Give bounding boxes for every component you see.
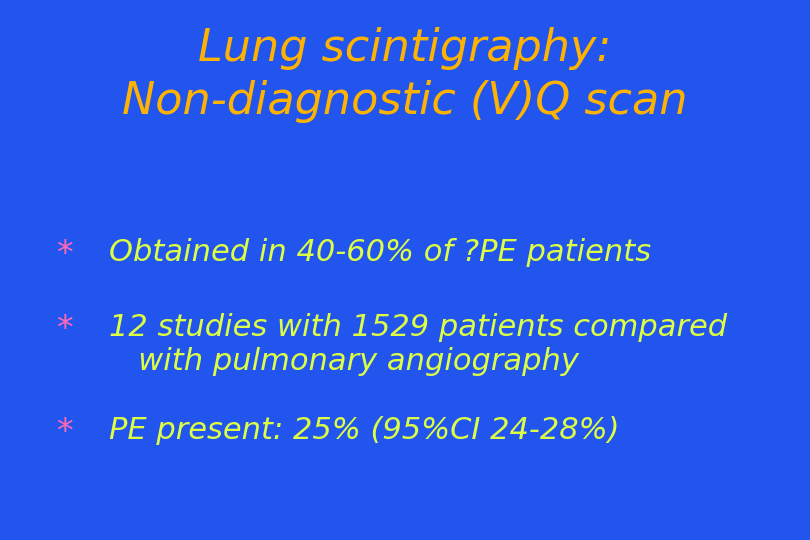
Text: PE present: 25% (95%CI 24-28%): PE present: 25% (95%CI 24-28%) xyxy=(109,416,620,445)
Text: Lung scintigraphy:
Non-diagnostic (V)Q scan: Lung scintigraphy: Non-diagnostic (V)Q s… xyxy=(122,27,688,123)
Text: *: * xyxy=(57,416,74,449)
Text: Obtained in 40-60% of ?PE patients: Obtained in 40-60% of ?PE patients xyxy=(109,238,651,267)
Text: 12 studies with 1529 patients compared
   with pulmonary angiography: 12 studies with 1529 patients compared w… xyxy=(109,313,727,376)
Text: *: * xyxy=(57,238,74,271)
Text: *: * xyxy=(57,313,74,346)
